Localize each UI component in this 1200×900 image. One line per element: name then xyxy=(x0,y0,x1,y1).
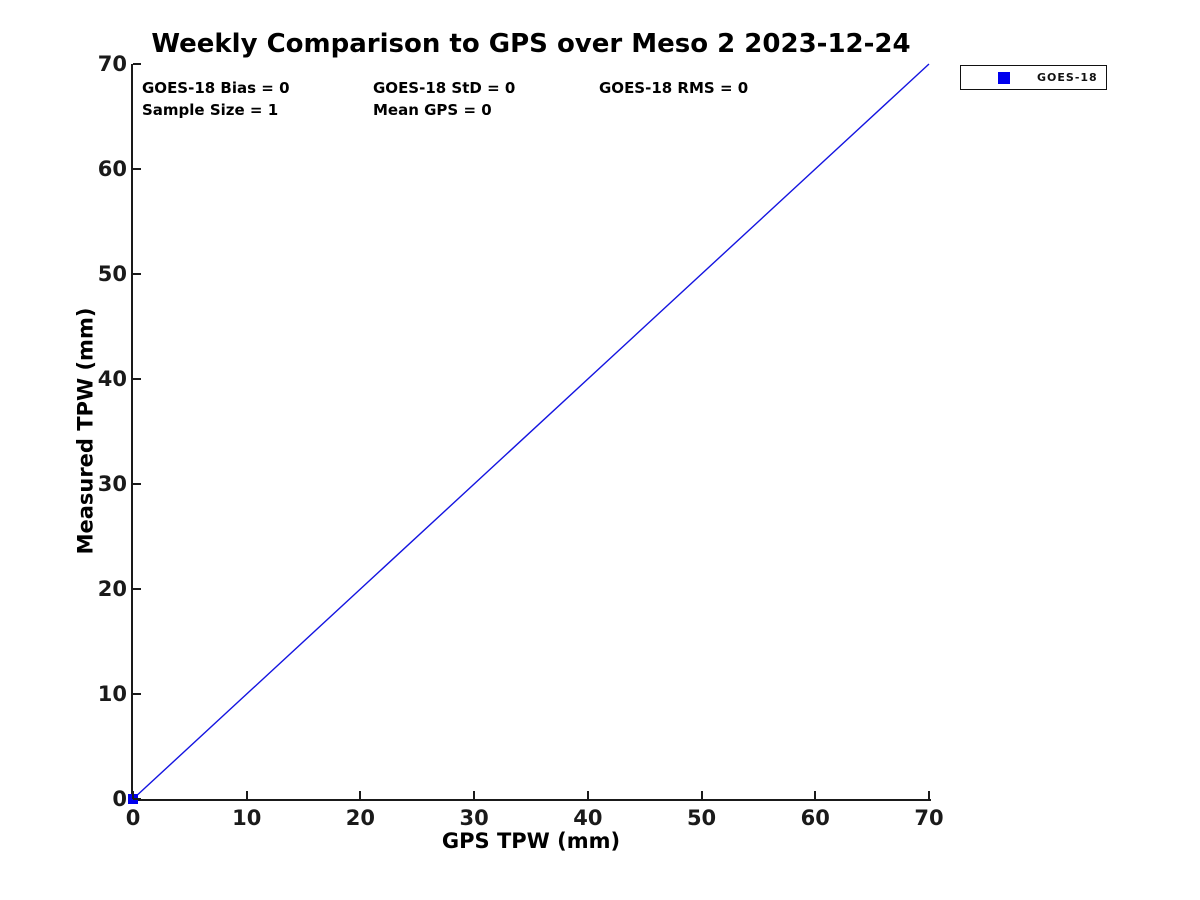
y-tick-label: 70 xyxy=(97,52,127,76)
y-tick-mark xyxy=(133,63,141,65)
stat-mean-gps: Mean GPS = 0 xyxy=(373,101,492,119)
x-tick-label: 60 xyxy=(800,806,830,830)
x-tick-mark xyxy=(700,791,703,799)
x-tick-label: 70 xyxy=(914,806,944,830)
legend-marker-square xyxy=(998,71,1010,84)
x-tick-label: 10 xyxy=(232,806,262,830)
legend-label: GOES-18 xyxy=(1037,71,1098,84)
y-axis-label-text: Measured TPW (mm) xyxy=(73,307,98,555)
y-tick-label: 20 xyxy=(97,577,127,601)
x-tick-mark xyxy=(586,791,589,799)
x-axis-label: GPS TPW (mm) xyxy=(441,829,621,853)
y-tick-label: 30 xyxy=(97,472,127,496)
x-tick-mark xyxy=(359,791,362,799)
y-tick-label: 50 xyxy=(97,262,127,286)
y-axis-line xyxy=(131,64,133,801)
legend: GOES-18 xyxy=(960,65,1107,90)
x-tick-label: 50 xyxy=(686,806,717,830)
y-tick-mark xyxy=(133,693,141,695)
x-tick-label: 0 xyxy=(125,806,141,830)
y-tick-mark xyxy=(133,273,141,275)
y-tick-mark xyxy=(133,168,141,170)
plot-area: 0 10 20 30 40 50 60 70 0 10 20 30 40 50 60 70 xyxy=(98,52,944,830)
x-axis-line xyxy=(131,799,931,801)
y-tick-mark xyxy=(133,378,141,380)
stat-goes18-bias: GOES-18 Bias = 0 xyxy=(142,79,290,97)
x-tick-label: 30 xyxy=(459,806,489,830)
y-tick-label: 60 xyxy=(97,157,127,181)
y-tick-mark xyxy=(133,798,141,800)
y-tick-label: 0 xyxy=(112,787,127,811)
x-tick-mark xyxy=(132,791,134,799)
x-tick-mark xyxy=(928,791,930,799)
y-tick-label: 10 xyxy=(97,682,127,706)
chart-title: Weekly Comparison to GPS over Meso 2 202… xyxy=(151,29,911,59)
x-tick-mark xyxy=(245,791,248,799)
y-tick-mark xyxy=(133,483,141,485)
y-tick-label: 40 xyxy=(97,367,127,391)
identity-line xyxy=(132,63,930,800)
x-tick-mark xyxy=(814,791,817,799)
stat-goes18-rms: GOES-18 RMS = 0 xyxy=(599,79,749,97)
x-tick-label: 40 xyxy=(573,806,603,830)
stat-goes18-std: GOES-18 StD = 0 xyxy=(373,79,516,97)
x-tick-label: 20 xyxy=(345,806,376,830)
y-tick-mark xyxy=(133,588,141,590)
x-tick-mark xyxy=(473,791,476,799)
stat-sample-size: Sample Size = 1 xyxy=(142,101,279,119)
